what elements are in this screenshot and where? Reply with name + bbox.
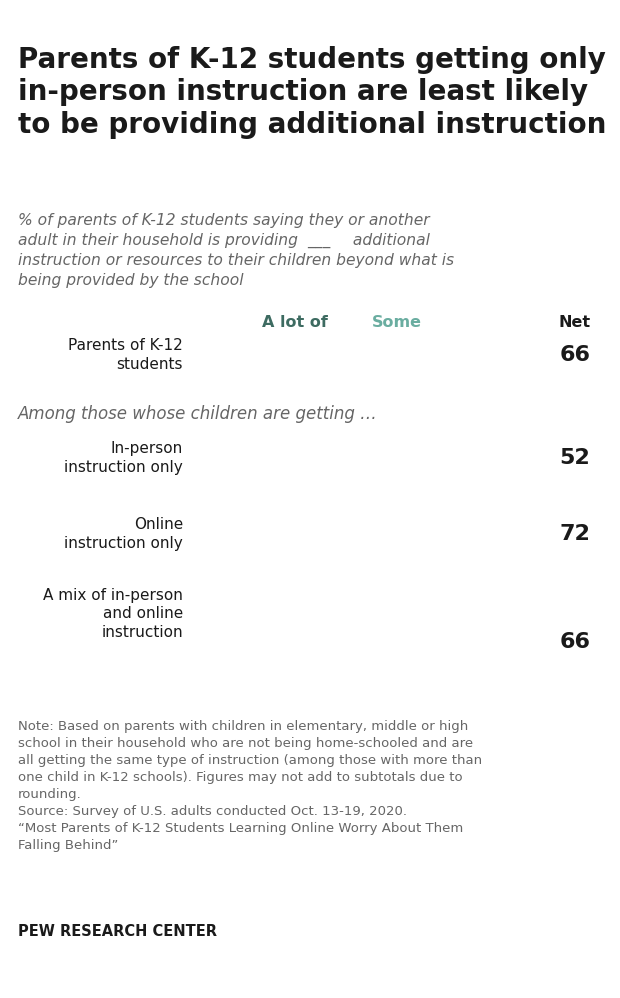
- Text: being provided by the school: being provided by the school: [18, 273, 244, 288]
- Text: Parents of K-12
students: Parents of K-12 students: [68, 338, 183, 372]
- Text: 66: 66: [559, 345, 590, 365]
- Text: 51: 51: [343, 525, 366, 543]
- Text: all getting the same type of instruction (among those with more than: all getting the same type of instruction…: [18, 754, 482, 767]
- Text: A lot of: A lot of: [262, 315, 328, 330]
- Text: 41: 41: [290, 449, 313, 467]
- Text: Parents of K-12 students getting only
in-person instruction are least likely
to : Parents of K-12 students getting only in…: [18, 46, 606, 139]
- Text: PEW RESEARCH CENTER: PEW RESEARCH CENTER: [18, 924, 217, 939]
- Text: 39: 39: [343, 633, 366, 651]
- Text: Online
instruction only: Online instruction only: [64, 517, 183, 551]
- Text: A mix of in-person
and online
instruction: A mix of in-person and online instructio…: [43, 588, 183, 640]
- Text: instruction or resources to their children beyond what is: instruction or resources to their childr…: [18, 253, 454, 268]
- Text: Net: Net: [559, 315, 591, 330]
- Text: “Most Parents of K-12 Students Learning Online Worry About Them: “Most Parents of K-12 Students Learning …: [18, 822, 463, 835]
- Text: In-person
instruction only: In-person instruction only: [64, 441, 183, 475]
- Text: adult in their household is providing: adult in their household is providing: [18, 233, 298, 248]
- Text: additional: additional: [348, 233, 430, 248]
- Text: 11: 11: [198, 449, 221, 467]
- Text: school in their household who are not being home-schooled and are: school in their household who are not be…: [18, 737, 473, 750]
- Text: 72: 72: [560, 524, 590, 544]
- Text: Falling Behind”: Falling Behind”: [18, 839, 118, 852]
- Text: Note: Based on parents with children in elementary, middle or high: Note: Based on parents with children in …: [18, 720, 468, 733]
- Text: 21: 21: [216, 525, 239, 543]
- Text: 20: 20: [214, 346, 237, 364]
- Text: 27: 27: [226, 633, 249, 651]
- Text: 52: 52: [560, 448, 590, 468]
- Text: one child in K-12 schools). Figures may not add to subtotals due to: one child in K-12 schools). Figures may …: [18, 771, 463, 784]
- Text: 66: 66: [559, 632, 590, 652]
- Text: % of parents of K-12 students saying they or another: % of parents of K-12 students saying the…: [18, 213, 430, 228]
- Text: Source: Survey of U.S. adults conducted Oct. 13-19, 2020.: Source: Survey of U.S. adults conducted …: [18, 805, 407, 818]
- Text: ___: ___: [307, 233, 330, 248]
- Text: Some: Some: [372, 315, 422, 330]
- Text: Among those whose children are getting …: Among those whose children are getting …: [18, 405, 378, 423]
- Text: rounding.: rounding.: [18, 788, 82, 801]
- Text: 46: 46: [331, 346, 354, 364]
